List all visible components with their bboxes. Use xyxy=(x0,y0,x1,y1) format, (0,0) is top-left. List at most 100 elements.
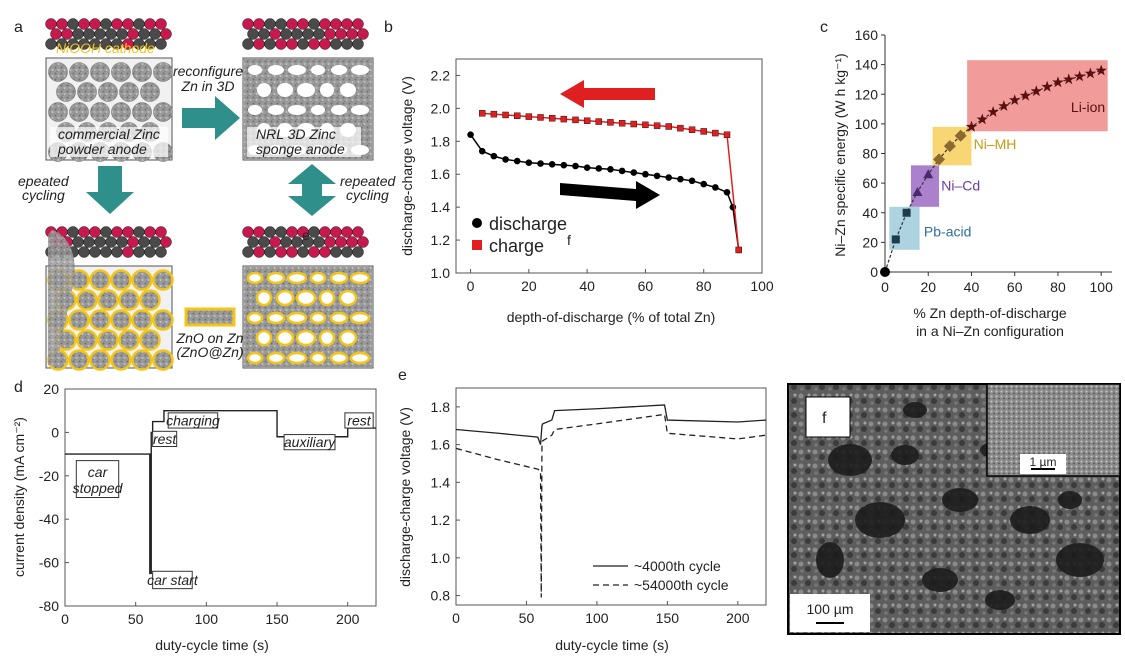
plot-frame-e xyxy=(455,387,767,606)
sem-pores xyxy=(816,402,1104,610)
region-label-Li-ion: Li-ion xyxy=(1071,99,1105,115)
reconfigure-line2: Zn in 3D xyxy=(181,78,235,94)
zinc-particle-zno xyxy=(131,309,153,331)
arrow-cycling-right: repeated cycling xyxy=(288,164,396,216)
nickel-particle-dark xyxy=(280,28,292,40)
x-tick-label: 200 xyxy=(726,610,750,626)
annotation-label: rest xyxy=(347,412,371,428)
data-point-charge xyxy=(642,121,649,129)
sponge-void xyxy=(248,65,262,75)
nickel-particle-dark xyxy=(67,18,79,30)
nickel-particle-red xyxy=(352,226,364,238)
inset-scale-label: 1 µm xyxy=(1030,455,1057,469)
data-point-discharge xyxy=(595,165,603,172)
y-tick-label: 1.8 xyxy=(431,133,451,149)
x-tick-label: 100 xyxy=(1090,279,1114,295)
nickel-particle-dark xyxy=(308,226,320,238)
x-tick-label: 150 xyxy=(265,611,289,627)
data-point-li-ion xyxy=(1073,70,1086,82)
cell-nrl-cycled xyxy=(242,226,374,369)
nrl-label-line2: sponge anode xyxy=(256,141,345,157)
y-tick-label: -60 xyxy=(39,555,59,571)
data-point-discharge xyxy=(560,161,568,169)
nickel-particle-dark xyxy=(313,236,325,248)
zinc-particle xyxy=(69,62,89,82)
data-point-charge xyxy=(583,117,591,124)
sem-pore xyxy=(855,502,905,538)
panel-letter-c: c xyxy=(820,19,828,36)
y-tick-label: 160 xyxy=(855,27,879,43)
data-point-discharge xyxy=(618,167,626,175)
nickel-particle-red xyxy=(324,28,336,40)
sponge-void xyxy=(295,289,317,307)
data-point-li-ion xyxy=(976,113,988,125)
nickel-particle-dark xyxy=(67,226,79,238)
panel-letter-d: d xyxy=(14,379,23,396)
data-point-discharge xyxy=(548,161,556,168)
arrow-cycling-left: epeated cycling xyxy=(18,166,134,214)
nickel-particle-red xyxy=(242,18,254,30)
nickel-particle-dark xyxy=(72,236,84,248)
nickel-particle-red xyxy=(286,226,298,238)
sponge-void xyxy=(349,311,371,325)
nickel-particle-red xyxy=(335,236,347,248)
region-label-Ni–Cd: Ni–Cd xyxy=(941,178,980,194)
dendrite-growth xyxy=(48,230,75,365)
cathode-label: NiOOH cathode xyxy=(56,40,155,56)
nickel-particle-dark xyxy=(149,28,161,40)
data-point-charge xyxy=(700,128,707,135)
data-point-li-ion xyxy=(1063,73,1075,85)
nickel-particle-dark xyxy=(330,246,342,258)
main-scale-box xyxy=(790,594,870,632)
nickel-particle-red xyxy=(56,18,68,30)
xlabel-e: duty-cycle time (s) xyxy=(555,637,669,653)
nickel-particle-dark xyxy=(247,28,259,40)
sponge-void xyxy=(320,83,334,97)
data-point-charge xyxy=(490,110,498,118)
data-point-ni-mh xyxy=(954,129,967,142)
nickel-particle-dark xyxy=(133,246,145,258)
nickel-particle-dark xyxy=(264,18,276,30)
nickel-particle-dark xyxy=(83,236,95,248)
region-Ni–Cd xyxy=(910,165,940,207)
repeated-right-line2: cycling xyxy=(346,187,389,203)
zinc-particle-zno xyxy=(110,269,132,291)
nickel-particle-red xyxy=(286,38,298,50)
data-point-charge xyxy=(653,122,661,129)
nickel-particle-red xyxy=(122,226,134,238)
nickel-particle-dark xyxy=(94,236,106,248)
repeated-left-line1: epeated xyxy=(18,173,70,189)
annotation-label: car xyxy=(88,464,109,480)
nickel-particle-dark xyxy=(330,38,342,50)
updown-arrow-icon xyxy=(288,164,336,216)
data-point-ni-cd xyxy=(912,187,923,197)
nickel-particle-red xyxy=(346,236,358,248)
zinc-particle-zno xyxy=(139,289,161,311)
y-tick-label: 1.0 xyxy=(431,265,451,281)
data-point-ni-mh xyxy=(933,153,946,166)
x-tick-label: 20 xyxy=(920,279,936,295)
chart-c: 0 20 40 60 80 100 0 20 40 60 80 100 120 140 160 Pb-acid… xyxy=(855,27,1113,295)
y-tick-label: 0 xyxy=(870,264,878,280)
nrl-label-line1: NRL 3D Zinc xyxy=(256,126,336,142)
nickel-particle-dark xyxy=(83,28,95,40)
legend-label-charge: charge xyxy=(489,236,544,256)
x-tick-label: 40 xyxy=(964,279,980,295)
nickel-particle-dark xyxy=(308,18,320,30)
nickel-particle-dark xyxy=(111,246,123,258)
nickel-particle-dark xyxy=(291,236,303,248)
zinc-particle-zno xyxy=(118,329,140,351)
zinc-particle-zno xyxy=(97,289,119,311)
legend-b: discharge charge xyxy=(472,214,567,256)
y-tick-label: 60 xyxy=(862,175,878,191)
nickel-particle-dark xyxy=(72,28,84,40)
xlabel-c-line1: % Zn depth-of-discharge xyxy=(913,305,1067,321)
zinc-particle-zno xyxy=(131,269,153,291)
nickel-particle-dark xyxy=(105,28,117,40)
y-tick-label: 1.4 xyxy=(431,474,451,490)
xlabel-b: depth-of-discharge (% of total Zn) xyxy=(507,309,716,325)
nickel-particle-red xyxy=(50,28,62,40)
nickel-particle-red xyxy=(352,18,364,30)
